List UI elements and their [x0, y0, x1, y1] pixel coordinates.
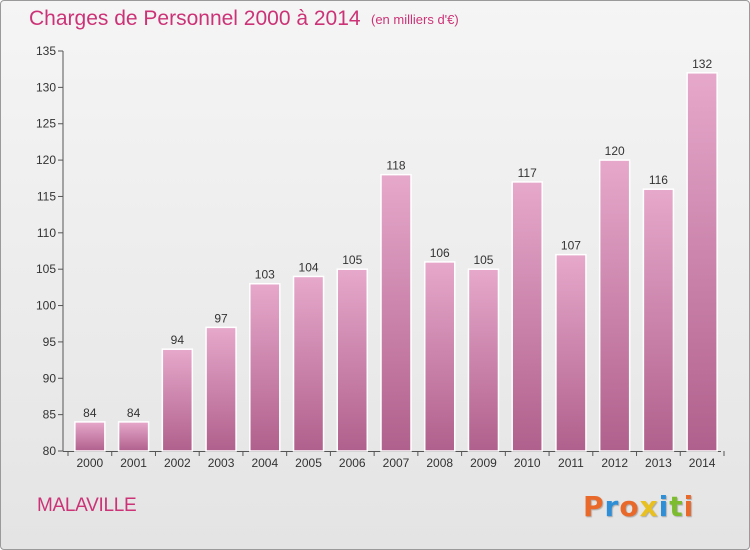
logo-letter: r — [604, 490, 620, 523]
bar-2013 — [642, 188, 675, 452]
x-tick-label-2000: 2000 — [77, 456, 104, 470]
x-tick-label-2014: 2014 — [689, 456, 716, 470]
y-tick-label: 130 — [36, 80, 56, 94]
x-tick-label-2001: 2001 — [120, 456, 147, 470]
bar-2010 — [511, 181, 543, 452]
y-tick-label: 95 — [43, 335, 57, 349]
x-tick-label-2012: 2012 — [601, 456, 628, 470]
bar-2012 — [598, 159, 631, 452]
x-tick-label-2003: 2003 — [208, 456, 235, 470]
bar-2001 — [117, 421, 150, 452]
data-label-2004: 103 — [255, 268, 275, 282]
logo-letter: o — [619, 490, 640, 523]
bar-2000 — [74, 421, 106, 452]
y-tick-label: 115 — [37, 189, 56, 203]
y-tick-label: 80 — [43, 444, 57, 458]
logo-letter: i — [658, 490, 670, 523]
y-tick-label: 125 — [36, 117, 56, 131]
data-label-2011: 107 — [561, 239, 581, 253]
bar-2004 — [249, 282, 281, 452]
bar-2003 — [205, 326, 237, 452]
x-tick-label-2004: 2004 — [251, 456, 278, 470]
y-tick-label: 110 — [37, 226, 56, 240]
x-tick-label-2011: 2011 — [558, 456, 584, 470]
x-tick-label-2005: 2005 — [295, 456, 322, 470]
x-tick-label-2008: 2008 — [426, 456, 453, 470]
data-label-2008: 106 — [430, 246, 450, 260]
proxiti-logo: Proxiti — [583, 490, 694, 523]
data-label-2002: 94 — [171, 333, 185, 347]
data-label-2006: 105 — [342, 253, 362, 267]
bar-2009 — [467, 268, 500, 452]
data-label-2007: 118 — [386, 159, 405, 173]
logo-letter: i — [683, 490, 695, 523]
x-tick-label-2006: 2006 — [339, 456, 366, 470]
bar-2014 — [686, 72, 718, 452]
logo-letter: P — [583, 490, 605, 523]
data-label-2000: 84 — [83, 406, 97, 420]
data-label-2014: 132 — [692, 57, 712, 71]
y-tick-label: 85 — [43, 408, 57, 422]
data-label-2012: 120 — [605, 144, 625, 158]
chart-subtitle: (en milliers d'€) — [371, 12, 459, 27]
x-tick-label-2002: 2002 — [164, 456, 191, 470]
data-label-2005: 104 — [299, 260, 319, 274]
x-tick-label-2009: 2009 — [470, 456, 497, 470]
commune-name: MALAVILLE — [37, 495, 137, 516]
x-tick-label-2007: 2007 — [383, 456, 410, 470]
y-tick-label: 135 — [36, 44, 56, 58]
bar-2002 — [161, 348, 194, 452]
logo-letter: t — [669, 490, 684, 523]
data-label-2003: 97 — [214, 311, 228, 325]
bar-2007 — [380, 173, 412, 452]
bar-2005 — [292, 275, 325, 452]
x-tick-label-2010: 2010 — [514, 456, 541, 470]
y-tick-label: 90 — [43, 371, 57, 385]
data-label-2009: 105 — [473, 253, 493, 267]
y-tick-label: 120 — [36, 153, 56, 167]
bar-2011 — [555, 253, 587, 452]
data-label-2010: 117 — [518, 166, 537, 180]
x-tick-label-2013: 2013 — [645, 456, 672, 470]
bar-2008 — [423, 261, 456, 452]
data-label-2001: 84 — [127, 406, 141, 420]
logo-letter: x — [639, 490, 659, 523]
bar-2006 — [336, 268, 369, 452]
data-label-2013: 116 — [649, 173, 668, 187]
chart-title: Charges de Personnel 2000 à 2014 — [29, 7, 361, 30]
y-tick-label: 105 — [36, 262, 56, 276]
y-tick-label: 100 — [36, 299, 56, 313]
